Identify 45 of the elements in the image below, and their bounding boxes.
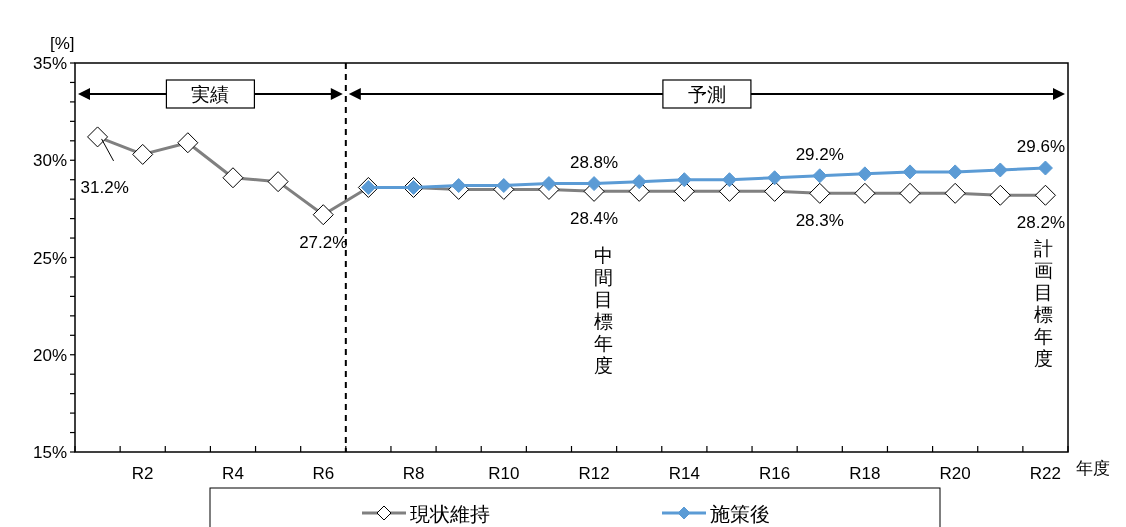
y-tick-label: 15%: [32, 443, 67, 462]
point: [631, 174, 647, 190]
x-tick-label: R22: [1029, 464, 1062, 483]
y-tick-label: 30%: [32, 151, 67, 171]
x-tick-label: R12: [578, 464, 610, 483]
x-axis-title: 年度: [1076, 459, 1110, 478]
data-label: 29.2%: [795, 144, 844, 164]
legend-label: 現状維持: [410, 503, 490, 525]
x-tick-label: R20: [939, 464, 971, 483]
data-label: 28.4%: [569, 209, 619, 229]
data-label: 31.2%: [80, 177, 129, 197]
x-tick-label: R4: [222, 464, 244, 483]
point: [767, 170, 783, 186]
point: [541, 176, 557, 192]
point: [947, 164, 963, 180]
point: [586, 176, 602, 192]
point: [857, 166, 873, 182]
x-tick-label: R6: [312, 464, 335, 483]
x-tick-label: R18: [849, 464, 881, 483]
x-tick-label: R8: [402, 464, 425, 483]
data-label: 28.2%: [1016, 213, 1065, 233]
point: [721, 172, 737, 188]
annotation: 計画目標年度: [1033, 238, 1053, 369]
data-label: 28.8%: [569, 152, 619, 172]
data-label: 29.6%: [1016, 137, 1065, 157]
data-label: 27.2%: [299, 232, 348, 252]
legend-label: 施策後: [710, 503, 770, 525]
y-tick-label: 25%: [32, 248, 67, 268]
y-tick-label: 20%: [32, 345, 67, 365]
annotation: 予測: [687, 84, 726, 105]
x-tick-label: R16: [759, 464, 791, 483]
annotation: 実績: [191, 84, 230, 105]
annotation: 中間目標年度: [593, 245, 613, 376]
point: [812, 168, 828, 184]
point: [902, 164, 918, 180]
point: [992, 162, 1008, 178]
point: [676, 172, 692, 188]
x-tick-label: R10: [488, 464, 520, 483]
y-axis-title: [%]: [50, 34, 75, 53]
x-tick-label: R2: [131, 464, 154, 483]
point: [1037, 160, 1053, 176]
x-tick-label: R14: [668, 464, 700, 483]
point: [451, 178, 467, 194]
y-tick-label: 35%: [32, 54, 67, 73]
data-label: 28.3%: [795, 211, 844, 231]
